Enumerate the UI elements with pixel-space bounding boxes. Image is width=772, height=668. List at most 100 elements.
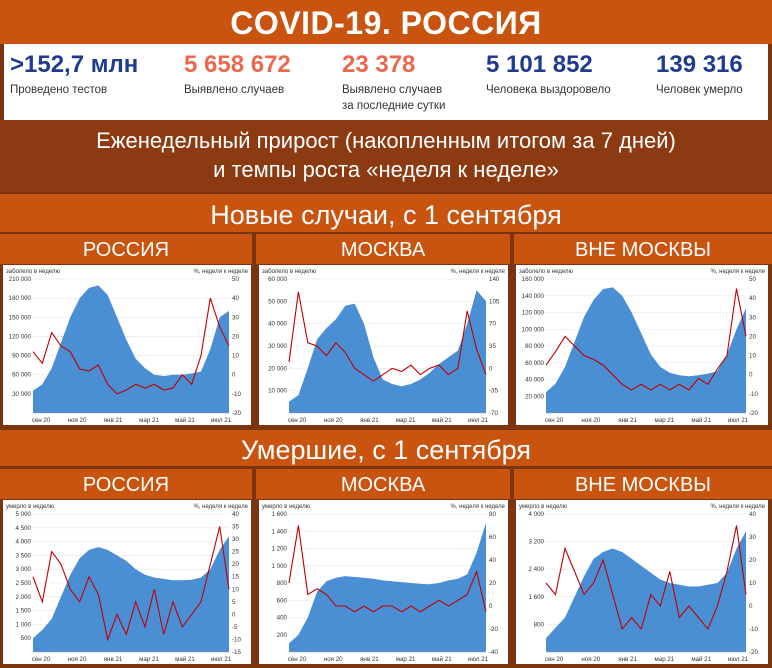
y-tick-left: 10 000 [268,388,287,395]
section-deaths-title: Умершие, с 1 сентября [0,430,772,466]
y-tick-right: 0 [489,603,493,610]
y-tick-right: 35 [232,524,239,531]
chart-deaths-moscow: умерло в неделю %, неделя к неделе 1 600 1 … [259,500,508,664]
y-tick-right: -20 [749,410,759,417]
y-tick-left: 1 600 [529,594,545,601]
y-tick-left: 600 [277,597,288,604]
area-series [33,285,229,413]
x-tick: ноя 20 [324,656,343,663]
y-tick-right: 30 [749,534,756,541]
y-tick-right: -35 [489,388,499,395]
region-header-russia: РОССИЯ [0,234,252,264]
stat-label: Человека выздоровело [486,84,611,96]
x-tick: сен 20 [545,656,564,663]
y-tick-left: 140 000 [522,293,545,300]
y-tick-right: 50 [749,276,756,283]
x-tick: июл 21 [728,656,749,663]
x-tick: сен 20 [288,656,307,663]
x-tick: май 21 [432,656,452,663]
x-tick: мар 21 [655,417,675,424]
stat-label: Выявлено случаев за последние сутки [342,84,446,112]
x-tick: мар 21 [139,656,159,663]
y-axis-label-right: %, неделя к неделе [710,504,765,510]
x-tick: июл 21 [211,656,232,663]
y-tick-left: 2 000 [16,594,32,601]
y-tick-left: 120 000 [9,333,32,340]
y-tick-left: 500 [21,635,32,642]
stat-cases-day: 23 378 Выявлено случаев за последние сут… [342,50,445,114]
subtitle-line1: Еженедельный прирост (накопленным итогом… [96,128,676,153]
y-tick-right: 40 [232,295,239,302]
y-tick-right: 50 [232,276,239,283]
x-tick: июл 21 [468,656,489,663]
y-tick-left: 40 000 [268,321,287,328]
y-axis-label-right: %, неделя к неделе [450,504,505,510]
y-tick-right: -40 [489,649,499,656]
region-header-outside: ВНЕ МОСКВЫ [514,234,772,264]
x-tick: июл 21 [728,417,749,424]
y-tick-right: 20 [489,580,496,587]
y-tick-right: 10 [749,580,756,587]
y-tick-left: 200 [277,632,288,639]
x-tick: мар 21 [396,417,416,424]
y-tick-right: 10 [232,353,239,360]
y-tick-left: 3 200 [529,539,545,546]
y-tick-right: 40 [749,295,756,302]
y-tick-left: 30 000 [268,343,287,350]
y-tick-right: -10 [749,626,759,633]
line-series [288,525,487,613]
y-tick-right: 0 [232,372,236,379]
page-title: COVID-19. РОССИЯ [0,0,772,44]
x-tick: мар 21 [396,656,416,663]
y-tick-left: 50 000 [268,298,287,305]
stat-value: 5 658 672 [184,51,291,78]
y-tick-right: 20 [749,557,756,564]
x-tick: ноя 20 [581,656,600,663]
x-tick: янв 21 [618,417,637,424]
y-tick-left: 1 000 [16,621,32,628]
y-axis-label-right: %, неделя к неделе [710,269,765,275]
stats-bar: >152,7 млн Проведено тестов 5 658 672 Вы… [4,44,768,120]
y-tick-right: 40 [489,557,496,564]
y-tick-right: -70 [489,410,499,417]
chart-cases-russia: заболело в неделю %, неделя к неделе 210 0… [3,265,251,425]
y-tick-left: 4 500 [16,525,32,532]
line-series [288,291,487,382]
subtitle-band: Еженедельный прирост (накопленным итогом… [0,120,772,192]
section-cases-title: Новые случаи, с 1 сентября [0,194,772,232]
y-tick-right: 80 [489,511,496,518]
area-series [289,290,486,413]
y-axis-label-left: умерло в неделю [262,504,311,510]
y-tick-right: -15 [232,649,242,656]
region-header-russia: РОССИЯ [0,469,252,499]
y-axis-label-left: заболело в неделю [262,269,316,275]
y-tick-left: 2 500 [16,580,32,587]
y-tick-left: 180 000 [9,295,32,302]
y-tick-left: 800 [534,621,545,628]
area-series [289,522,486,652]
stat-recovered: 5 101 852 Человека выздоровело [486,50,611,98]
y-tick-left: 1 500 [16,608,32,615]
y-axis-label-right: %, неделя к неделе [193,269,248,275]
y-tick-right: 0 [489,365,493,372]
line-series [32,526,230,642]
x-tick: мар 21 [139,417,159,424]
x-tick: янв 21 [104,656,123,663]
x-tick: янв 21 [618,656,637,663]
y-tick-right: -10 [749,391,759,398]
x-tick: янв 21 [360,656,379,663]
y-tick-left: 5 000 [16,511,32,518]
y-tick-right: 20 [232,333,239,340]
y-axis-label-left: заболело в неделю [6,269,60,275]
x-tick: май 21 [691,656,711,663]
y-tick-left: 40 000 [525,377,544,384]
y-tick-left: 60 000 [525,360,544,367]
area-series [546,531,746,652]
y-tick-right: 20 [749,333,756,340]
y-tick-right: 0 [232,611,236,618]
x-tick: мар 21 [655,656,675,663]
y-tick-left: 4 000 [529,511,545,518]
y-tick-right: 30 [232,536,239,543]
stat-deaths: 139 316 Человек умерло [656,50,743,98]
stat-value: 23 378 [342,51,416,78]
